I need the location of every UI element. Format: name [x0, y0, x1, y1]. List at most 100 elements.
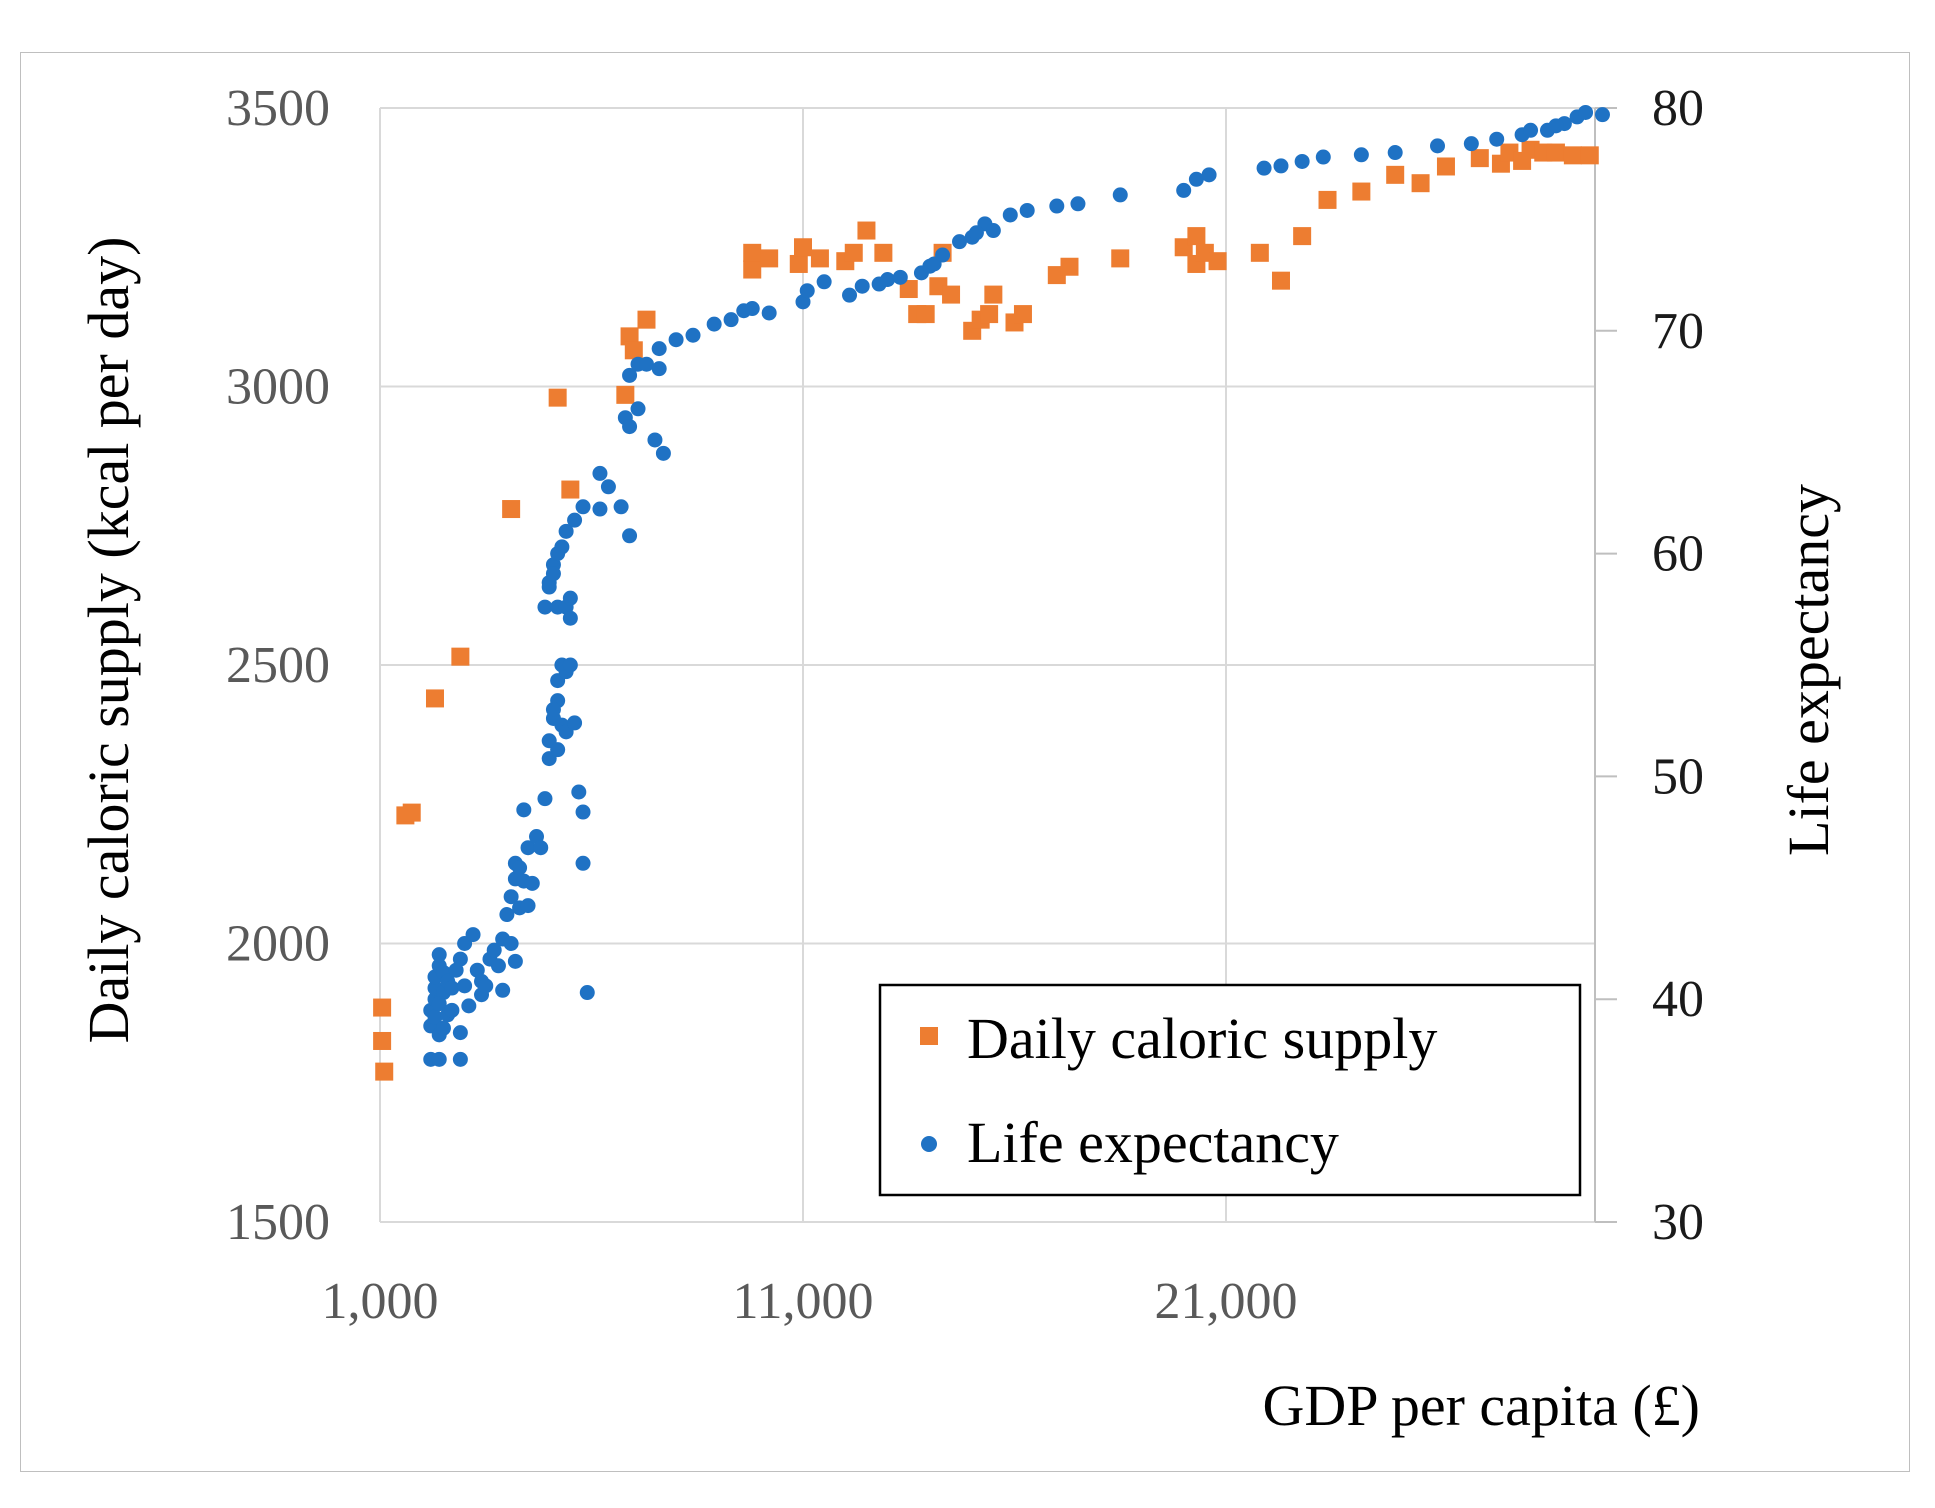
- life-point-138: [1489, 131, 1505, 147]
- life-point-137: [1463, 136, 1479, 152]
- y-right-tick-label-70: 70: [1652, 303, 1704, 360]
- caloric-point-0: [373, 998, 392, 1017]
- life-point-145: [1523, 122, 1539, 138]
- life-point-81: [545, 566, 561, 582]
- caloric-point-14: [743, 260, 762, 279]
- caloric-point-1: [373, 1031, 392, 1050]
- life-point-98: [668, 332, 684, 348]
- life-point-61: [550, 742, 566, 758]
- life-point-97: [651, 341, 667, 357]
- y-right-tick-label-50: 50: [1652, 748, 1704, 805]
- life-point-117: [952, 234, 968, 250]
- x-tick-label-1000: 1,000: [322, 1273, 439, 1330]
- life-point-129: [1201, 167, 1217, 183]
- life-point-111: [880, 272, 896, 288]
- life-point-48: [516, 802, 532, 818]
- y-right-tick-label-30: 30: [1652, 1194, 1704, 1251]
- life-point-42: [520, 840, 536, 856]
- legend-label-life: Life expectancy: [967, 1110, 1339, 1175]
- y-right-axis-title: Life expectancy: [1776, 484, 1841, 856]
- caloric-point-29: [942, 285, 961, 304]
- caloric-point-58: [1546, 143, 1565, 162]
- x-axis-ticks: 1,000 11,000 21,000: [322, 1273, 1298, 1330]
- life-point-134: [1353, 147, 1369, 163]
- caloric-point-60: [1580, 146, 1599, 165]
- life-point-125: [1070, 196, 1086, 212]
- life-point-20: [435, 1020, 451, 1036]
- life-point-99: [685, 327, 701, 343]
- life-point-128: [1188, 171, 1204, 187]
- life-point-122: [1002, 207, 1018, 223]
- life-point-136: [1430, 138, 1445, 154]
- legend: Daily caloric supply Life expectancy: [878, 983, 1582, 1197]
- life-point-89: [622, 419, 638, 435]
- life-point-123: [1019, 202, 1035, 218]
- y-left-axis-ticks: 1500 2000 2500 3000 3500: [226, 80, 330, 1251]
- life-point-124: [1049, 198, 1065, 214]
- caloric-point-48: [1352, 182, 1371, 201]
- life-point-24: [452, 1025, 468, 1041]
- life-point-16: [457, 978, 473, 994]
- life-point-18: [444, 1002, 460, 1018]
- life-point-133: [1315, 149, 1331, 165]
- life-point-109: [854, 278, 870, 294]
- life-point-95: [638, 356, 654, 372]
- life-point-104: [761, 305, 777, 321]
- caloric-point-44: [1250, 243, 1269, 262]
- caloric-point-41: [1187, 227, 1206, 246]
- x-tick-label-21000: 21,000: [1155, 1273, 1298, 1330]
- x-axis-title: GDP per capita (£): [1262, 1373, 1700, 1438]
- caloric-point-2: [375, 1062, 394, 1081]
- legend-label-caloric: Daily caloric supply: [967, 1006, 1437, 1071]
- y-left-tick-label-1500: 1500: [226, 1194, 330, 1251]
- caloric-point-49: [1386, 165, 1405, 184]
- life-point-33: [490, 958, 506, 974]
- life-point-36: [499, 907, 515, 923]
- series-caloric-supply: [373, 140, 1599, 1081]
- caloric-point-13: [637, 310, 656, 329]
- life-point-90: [630, 401, 646, 417]
- caloric-point-51: [1436, 157, 1455, 176]
- caloric-point-37: [1060, 257, 1079, 276]
- legend-box: [878, 983, 1582, 1197]
- life-point-51: [537, 791, 553, 807]
- life-point-130: [1256, 160, 1272, 176]
- y-right-tick-label-80: 80: [1652, 80, 1704, 137]
- life-point-146: [1548, 118, 1564, 134]
- life-point-30: [478, 978, 494, 994]
- life-point-11: [431, 996, 447, 1012]
- life-point-68: [579, 985, 595, 1001]
- life-point-112: [892, 269, 908, 285]
- life-point-69: [537, 599, 553, 615]
- caloric-point-23: [874, 243, 893, 262]
- caloric-point-4: [402, 803, 421, 822]
- caloric-point-9: [561, 480, 580, 499]
- data-points: [373, 104, 1610, 1081]
- y-left-axis-title: Daily caloric supply (kcal per day): [76, 237, 141, 1044]
- caloric-point-24: [899, 280, 918, 299]
- caloric-point-12: [624, 341, 643, 360]
- life-point-37: [503, 889, 519, 905]
- caloric-point-10: [616, 385, 635, 404]
- life-point-26: [465, 927, 481, 943]
- caloric-point-32: [980, 305, 999, 324]
- life-point-79: [567, 512, 583, 528]
- y-right-axis-ticks: 30 40 50 60 70 80: [1595, 80, 1704, 1251]
- caloric-point-26: [916, 305, 935, 324]
- life-point-91: [647, 432, 663, 448]
- y-left-tick-label-2000: 2000: [226, 916, 330, 973]
- life-point-108: [842, 287, 858, 303]
- y-left-tick-label-3500: 3500: [226, 80, 330, 137]
- life-point-15: [452, 951, 468, 967]
- life-point-32: [486, 942, 502, 958]
- life-point-101: [723, 312, 739, 328]
- life-point-6: [431, 947, 447, 963]
- series-life-expectancy: [423, 104, 1610, 1067]
- caloric-point-45: [1271, 271, 1290, 290]
- life-point-65: [571, 784, 587, 800]
- caloric-point-33: [984, 285, 1003, 304]
- life-point-10: [427, 1009, 443, 1025]
- life-point-43: [524, 875, 540, 891]
- life-point-121: [985, 223, 1001, 239]
